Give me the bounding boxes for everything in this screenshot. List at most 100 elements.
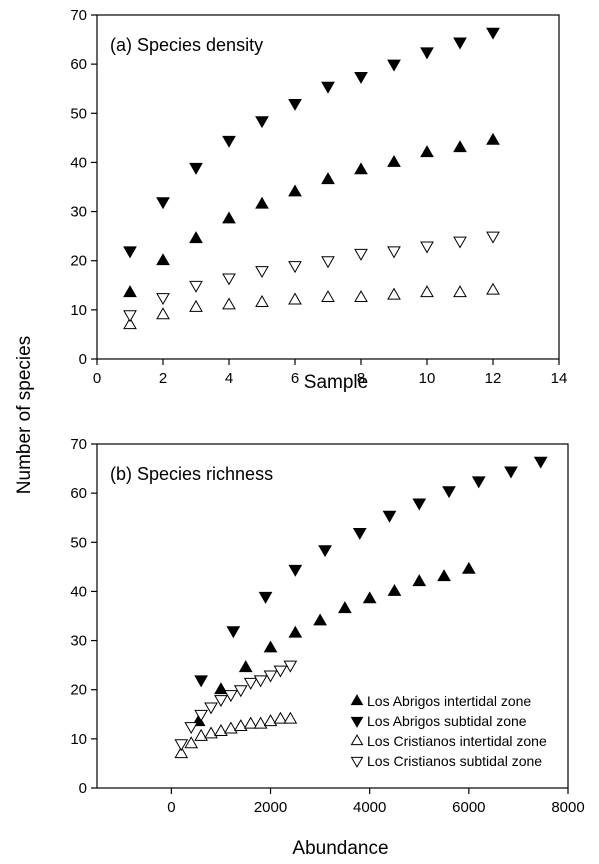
- legend-marker-triangle-up-open: [350, 734, 364, 746]
- data-point-los-cristianos-intertidal-zone: [253, 716, 268, 729]
- legend-marker-triangle-down-filled: [350, 716, 364, 728]
- data-point-los-abrigos-subtidal-zone: [504, 466, 518, 479]
- data-point-los-cristianos-subtidal-zone: [189, 280, 203, 293]
- panel-a-x-axis-title: Sample: [304, 372, 368, 393]
- panel-a-y-tick-label: 10: [70, 302, 87, 319]
- data-point-los-cristianos-subtidal-zone: [156, 293, 170, 306]
- data-point-los-abrigos-subtidal-zone: [226, 626, 241, 639]
- data-point-los-cristianos-intertidal-zone: [184, 736, 199, 749]
- data-point-los-cristianos-intertidal-zone: [123, 317, 137, 330]
- data-point-los-abrigos-intertidal-zone: [313, 613, 327, 626]
- data-point-los-cristianos-subtidal-zone: [387, 246, 401, 259]
- data-point-los-cristianos-intertidal-zone: [420, 285, 434, 298]
- data-point-los-cristianos-intertidal-zone: [156, 307, 170, 320]
- legend-label: Los Abrigos intertidal zone: [367, 693, 531, 709]
- data-point-los-cristianos-subtidal-zone: [263, 670, 278, 683]
- panel-a-y-tick-label: 0: [79, 351, 87, 368]
- panel-b-y-tick-label: 70: [70, 436, 87, 453]
- panel-a-y-tick-label: 40: [70, 154, 87, 171]
- data-point-los-abrigos-subtidal-zone: [123, 246, 137, 259]
- legend-item-los-cristianos-intertidal-zone: Los Cristianos intertidal zone: [350, 733, 547, 749]
- panel-b-y-tick-label: 20: [70, 682, 87, 699]
- data-point-los-cristianos-subtidal-zone: [184, 722, 199, 735]
- data-point-los-cristianos-intertidal-zone: [255, 295, 269, 307]
- data-point-los-abrigos-subtidal-zone: [321, 81, 335, 94]
- data-point-los-cristianos-subtidal-zone: [273, 665, 288, 678]
- data-point-los-cristianos-intertidal-zone: [453, 285, 467, 298]
- data-point-los-abrigos-intertidal-zone: [321, 172, 335, 185]
- data-point-los-abrigos-intertidal-zone: [263, 640, 278, 653]
- data-point-los-abrigos-subtidal-zone: [194, 675, 208, 688]
- data-point-los-abrigos-intertidal-zone: [255, 196, 269, 209]
- data-point-los-cristianos-subtidal-zone: [223, 690, 238, 703]
- data-point-los-abrigos-intertidal-zone: [412, 574, 427, 587]
- panel-b-title: (b) Species richness: [110, 464, 273, 484]
- panel-b-x-tick-label: 6000: [452, 799, 485, 816]
- data-point-los-abrigos-subtidal-zone: [453, 37, 467, 50]
- panel-a-series-los-cristianos-subtidal-zone: [123, 231, 500, 323]
- data-point-los-abrigos-intertidal-zone: [387, 154, 401, 167]
- panel-a-y-tick-label: 60: [70, 56, 87, 73]
- data-point-los-cristianos-intertidal-zone: [243, 716, 258, 729]
- data-point-los-abrigos-subtidal-zone: [352, 527, 367, 540]
- data-point-los-cristianos-subtidal-zone: [243, 677, 258, 690]
- panel-a-series-los-abrigos-subtidal-zone: [123, 27, 500, 259]
- panel-b-x-tick-label: 0: [167, 799, 175, 816]
- panel-b-y-tick-label: 0: [79, 780, 87, 797]
- data-point-los-abrigos-intertidal-zone: [123, 285, 137, 298]
- data-point-los-abrigos-intertidal-zone: [486, 132, 500, 145]
- data-point-los-abrigos-subtidal-zone: [486, 27, 500, 40]
- panel-b-x-tick-label: 8000: [551, 799, 584, 816]
- legend-item-los-abrigos-intertidal-zone: Los Abrigos intertidal zone: [350, 693, 531, 709]
- panel-a-x-tick-label: 6: [291, 370, 299, 387]
- legend-marker-triangle-down-open: [350, 756, 364, 768]
- data-point-los-abrigos-intertidal-zone: [222, 211, 236, 224]
- data-point-los-abrigos-intertidal-zone: [238, 660, 253, 673]
- data-point-los-cristianos-subtidal-zone: [233, 685, 248, 698]
- data-point-los-cristianos-subtidal-zone: [204, 702, 218, 715]
- panel-b-y-tick-label: 10: [70, 731, 87, 748]
- panel-a-y-tick-label: 50: [70, 105, 87, 122]
- legend-marker-triangle-up-filled: [350, 694, 364, 706]
- panel-b-x-tick-label: 4000: [353, 799, 386, 816]
- data-point-los-cristianos-intertidal-zone: [223, 721, 238, 734]
- data-point-los-abrigos-intertidal-zone: [387, 583, 402, 596]
- data-point-los-abrigos-intertidal-zone: [189, 231, 203, 244]
- data-point-los-abrigos-subtidal-zone: [471, 476, 486, 489]
- data-point-los-cristianos-intertidal-zone: [273, 711, 288, 724]
- data-point-los-abrigos-intertidal-zone: [156, 253, 170, 266]
- data-point-los-abrigos-subtidal-zone: [255, 116, 269, 129]
- panel-a-x-tick-label: 4: [225, 370, 233, 387]
- data-point-los-cristianos-intertidal-zone: [189, 299, 203, 312]
- data-point-los-abrigos-subtidal-zone: [420, 47, 434, 60]
- data-point-los-cristianos-intertidal-zone: [194, 728, 208, 741]
- panel-a-x-tick-label: 8: [357, 370, 365, 387]
- legend: Los Abrigos intertidal zone Los Abrigos s…: [350, 693, 547, 769]
- panel-b-frame: [96, 443, 569, 789]
- data-point-los-abrigos-subtidal-zone: [156, 197, 170, 210]
- panel-b-y-tick-label: 40: [70, 583, 87, 600]
- panel-a-x-tick-label: 12: [485, 370, 502, 387]
- data-point-los-abrigos-subtidal-zone: [258, 591, 273, 604]
- data-point-los-abrigos-subtidal-zone: [318, 545, 332, 558]
- panel-b-series-los-abrigos-intertidal-zone: [191, 561, 476, 727]
- data-point-los-abrigos-intertidal-zone: [338, 601, 352, 614]
- data-point-los-cristianos-subtidal-zone: [486, 231, 500, 244]
- data-point-los-cristianos-intertidal-zone: [288, 292, 302, 305]
- data-point-los-abrigos-subtidal-zone: [222, 135, 236, 148]
- data-point-los-abrigos-subtidal-zone: [382, 510, 397, 523]
- data-point-los-abrigos-subtidal-zone: [412, 498, 427, 511]
- data-point-los-abrigos-subtidal-zone: [387, 59, 401, 72]
- panel-a-title: (a) Species density: [110, 35, 263, 55]
- data-point-los-cristianos-intertidal-zone: [387, 287, 401, 300]
- legend-item-los-abrigos-subtidal-zone: Los Abrigos subtidal zone: [350, 713, 527, 729]
- panel-a-x-tick-label: 2: [159, 370, 167, 387]
- data-point-los-cristianos-subtidal-zone: [222, 273, 236, 286]
- panel-b-species-richness: 0 2000 4000 6000 8000 0 10 20 30 40 50 60 70 (b) Spec…: [70, 436, 584, 859]
- panel-b-y-tick-label: 30: [70, 633, 87, 650]
- data-point-los-abrigos-intertidal-zone: [288, 184, 302, 197]
- data-point-los-cristianos-subtidal-zone: [123, 310, 137, 323]
- data-point-los-abrigos-subtidal-zone: [442, 486, 456, 499]
- panel-a-x-tick-label: 10: [419, 370, 436, 387]
- data-point-los-cristianos-intertidal-zone: [214, 724, 228, 736]
